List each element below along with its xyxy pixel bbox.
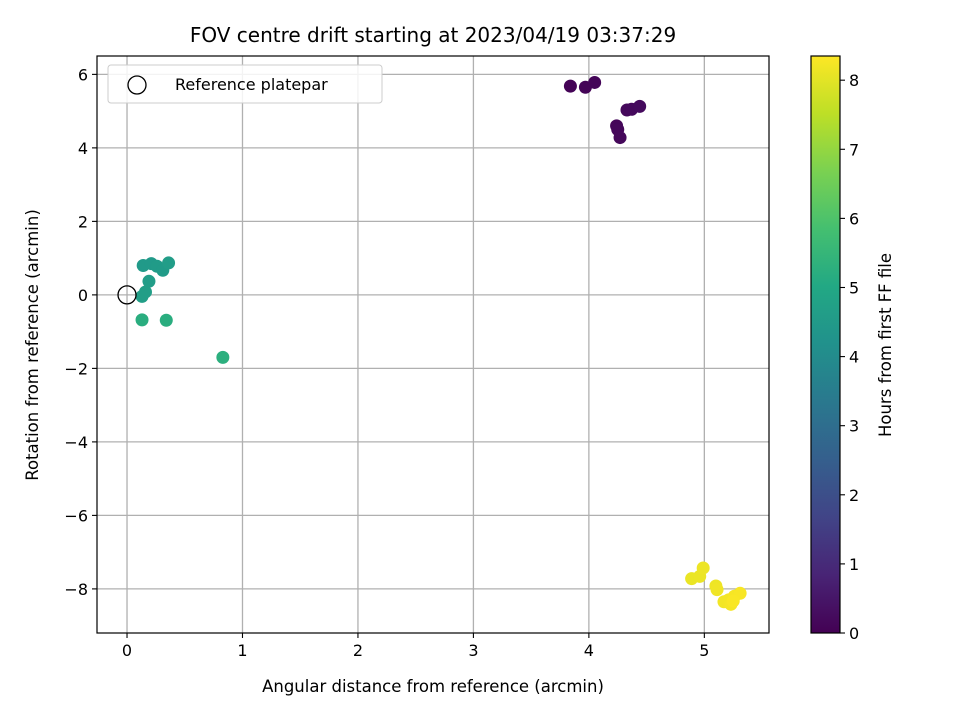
y-tick-label: −6 (64, 506, 88, 525)
y-axis-label: Rotation from reference (arcmin) (23, 209, 42, 481)
x-tick-label: 4 (584, 641, 594, 660)
data-point (135, 313, 149, 327)
y-tick-label: 0 (78, 286, 88, 305)
colorbar-tick-label: 7 (849, 140, 859, 159)
axis-ticks: 0 1 2 3 4 5 −8 −6 −4 −2 0 2 4 6 (64, 65, 709, 660)
colorbar-frame (810, 55, 841, 634)
scatter-points (135, 75, 747, 611)
data-point (696, 561, 710, 575)
colorbar-tick-label: 8 (849, 71, 859, 90)
reference-marker (117, 285, 137, 305)
x-tick-label: 2 (353, 641, 363, 660)
data-point (710, 583, 724, 597)
x-tick-label: 5 (699, 641, 709, 660)
y-tick-label: 2 (78, 212, 88, 231)
data-point (159, 313, 173, 327)
colorbar-tick-label: 5 (849, 278, 859, 297)
legend-label-reference: Reference platepar (175, 75, 328, 94)
data-point (216, 350, 230, 364)
data-point (726, 594, 740, 608)
x-tick-label: 1 (237, 641, 247, 660)
x-tick-label: 0 (122, 641, 132, 660)
grid-lines (97, 56, 769, 633)
y-tick-label: −2 (64, 359, 88, 378)
legend-box (107, 64, 383, 104)
colorbar: 0 1 2 3 4 5 6 7 8 Hours from first FF file (810, 55, 895, 643)
data-point (613, 131, 627, 145)
data-point (135, 289, 149, 303)
colorbar-ticks: 0 1 2 3 4 5 6 7 8 (840, 71, 859, 643)
colorbar-tick-label: 6 (849, 209, 859, 228)
plot-area-frame (96, 55, 770, 634)
data-point (162, 256, 176, 270)
colorbar-tick-label: 1 (849, 555, 859, 574)
legend: Reference platepar (107, 64, 383, 104)
data-point (563, 79, 577, 93)
chart-title: FOV centre drift starting at 2023/04/19 … (190, 23, 676, 47)
x-tick-label: 3 (468, 641, 478, 660)
colorbar-tick-label: 2 (849, 486, 859, 505)
y-tick-label: −8 (64, 580, 88, 599)
colorbar-tick-label: 3 (849, 417, 859, 436)
data-point (588, 75, 602, 89)
colorbar-tick-label: 0 (849, 624, 859, 643)
y-tick-label: 6 (78, 65, 88, 84)
y-tick-label: −4 (64, 433, 88, 452)
data-point (142, 274, 156, 288)
legend-marker-reference (127, 75, 147, 95)
colorbar-gradient (811, 56, 840, 633)
y-tick-label: 4 (78, 139, 88, 158)
colorbar-label: Hours from first FF file (876, 253, 895, 437)
x-axis-label: Angular distance from reference (arcmin) (262, 677, 604, 696)
data-point (633, 99, 647, 113)
reference-platepar-marker (117, 285, 137, 305)
colorbar-tick-label: 4 (849, 348, 859, 367)
